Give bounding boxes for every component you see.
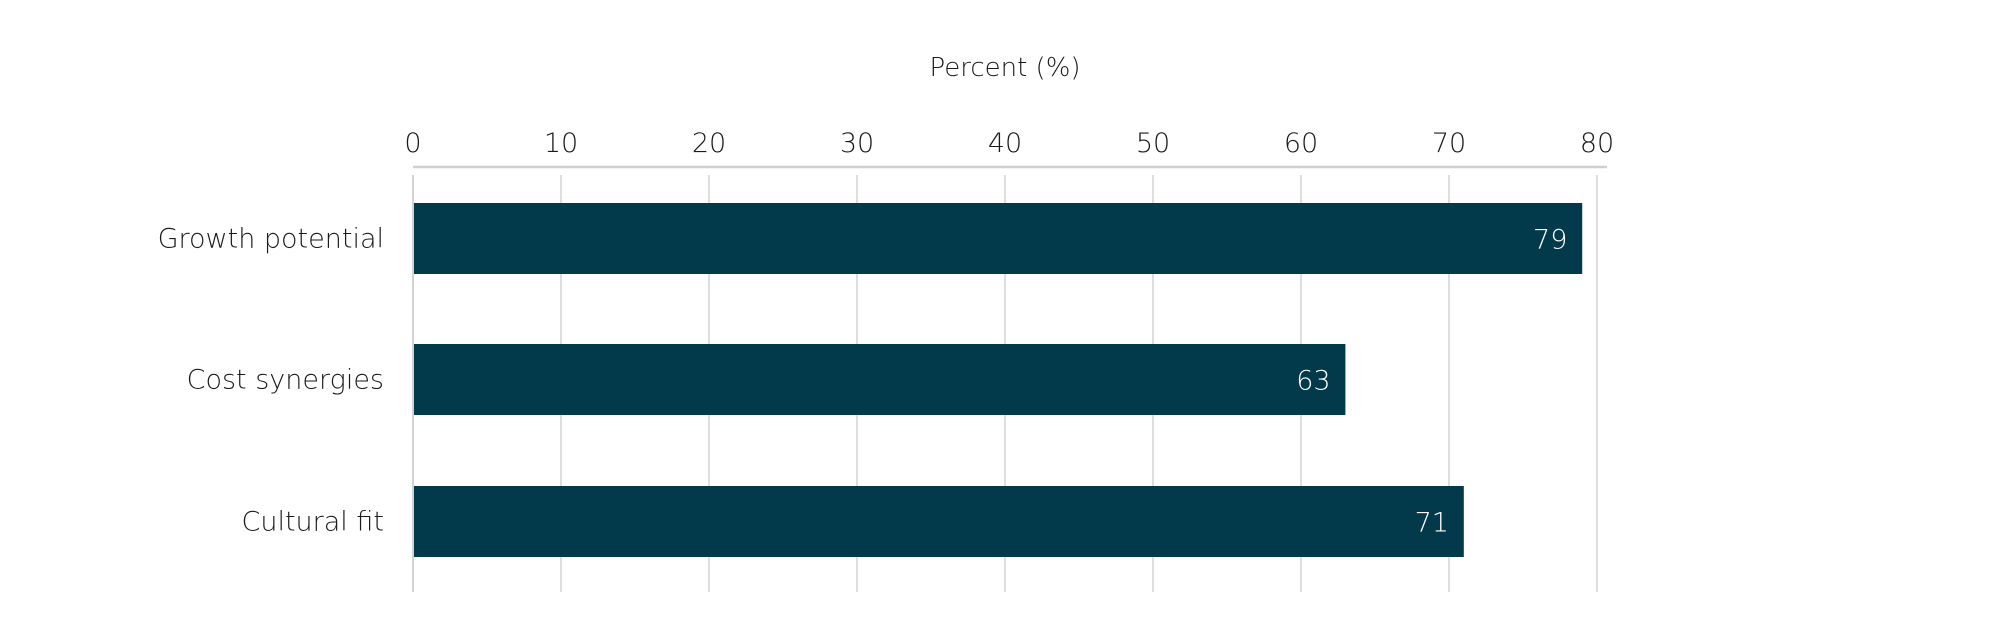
- category-label: Cultural fit: [242, 507, 385, 538]
- bar: [414, 203, 1583, 274]
- bar: [414, 486, 1464, 557]
- x-tick-label: 20: [692, 128, 726, 159]
- category-label: Growth potential: [158, 224, 384, 255]
- x-tick-label: 10: [544, 128, 578, 159]
- data-label: 71: [1415, 508, 1449, 539]
- x-tick-label: 60: [1284, 128, 1318, 159]
- data-label: 79: [1533, 225, 1567, 256]
- x-axis-title: Percent (%): [929, 53, 1080, 83]
- x-tick-label: 30: [840, 128, 874, 159]
- x-tick-label: 40: [988, 128, 1022, 159]
- category-label: Cost synergies: [187, 365, 384, 396]
- data-label: 63: [1296, 366, 1330, 397]
- x-tick-label: 70: [1432, 128, 1466, 159]
- x-tick-label: 50: [1136, 128, 1170, 159]
- bar: [414, 344, 1346, 415]
- x-tick-label: 80: [1580, 128, 1614, 159]
- x-tick-label: 0: [404, 128, 421, 159]
